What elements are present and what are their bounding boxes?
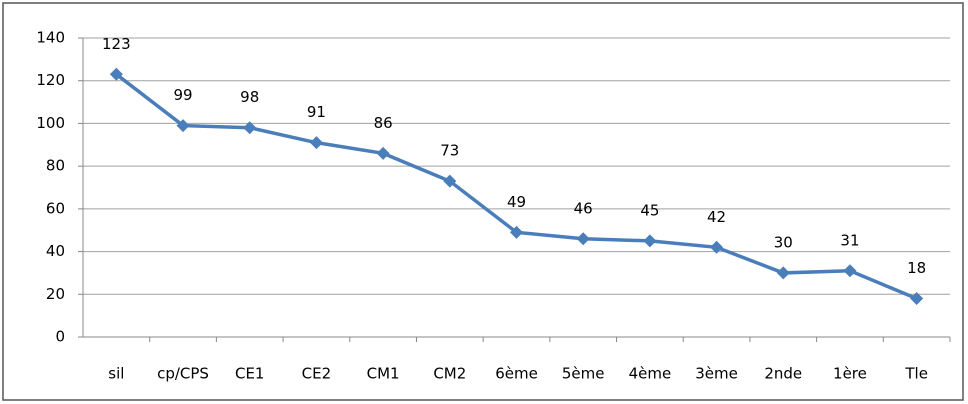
data-label: 49 bbox=[507, 193, 526, 211]
marker bbox=[576, 232, 590, 246]
x-tick-label: CE1 bbox=[235, 365, 265, 383]
y-tick-label: 140 bbox=[36, 29, 65, 47]
x-tick-label: 4ème bbox=[629, 365, 672, 383]
x-tick-label: 5ème bbox=[562, 365, 605, 383]
x-tick-label: 3ème bbox=[695, 365, 738, 383]
data-label: 86 bbox=[374, 114, 393, 132]
x-tick-label: 2nde bbox=[764, 365, 802, 383]
data-label: 42 bbox=[707, 208, 726, 226]
x-tick-label: CM2 bbox=[433, 365, 466, 383]
marker bbox=[910, 292, 924, 306]
data-label: 30 bbox=[774, 233, 793, 251]
data-label: 46 bbox=[574, 199, 593, 217]
x-tick-label: 6ème bbox=[495, 365, 538, 383]
marker bbox=[176, 119, 190, 133]
x-tick-label: cp/CPS bbox=[157, 365, 209, 383]
marker bbox=[710, 240, 724, 254]
y-tick-label: 40 bbox=[46, 242, 65, 260]
x-tick-label: CM1 bbox=[367, 365, 400, 383]
marker bbox=[843, 264, 857, 278]
y-tick-label: 80 bbox=[46, 157, 65, 175]
data-label: 123 bbox=[102, 35, 131, 53]
y-tick-label: 20 bbox=[46, 285, 65, 303]
data-label: 45 bbox=[640, 201, 659, 219]
data-label: 31 bbox=[840, 231, 859, 249]
marker bbox=[309, 136, 323, 150]
x-tick-label: Tle bbox=[904, 365, 928, 383]
y-tick-label: 100 bbox=[36, 114, 65, 132]
marker bbox=[776, 266, 790, 280]
data-label: 98 bbox=[240, 88, 259, 106]
y-tick-label: 0 bbox=[55, 328, 65, 346]
data-label: 73 bbox=[440, 142, 459, 160]
marker bbox=[510, 225, 523, 239]
y-tick-label: 60 bbox=[46, 199, 65, 217]
marker bbox=[109, 67, 123, 81]
marker bbox=[376, 146, 390, 160]
marker bbox=[243, 121, 257, 135]
x-tick-label: CE2 bbox=[302, 365, 332, 383]
marker bbox=[443, 174, 457, 188]
data-label: 91 bbox=[307, 103, 326, 121]
y-tick-label: 120 bbox=[36, 71, 65, 89]
x-tick-label: 1ère bbox=[833, 365, 867, 383]
marker bbox=[643, 234, 657, 248]
x-tick-label: sil bbox=[108, 365, 124, 383]
data-label: 18 bbox=[907, 259, 926, 277]
data-label: 99 bbox=[173, 86, 192, 104]
